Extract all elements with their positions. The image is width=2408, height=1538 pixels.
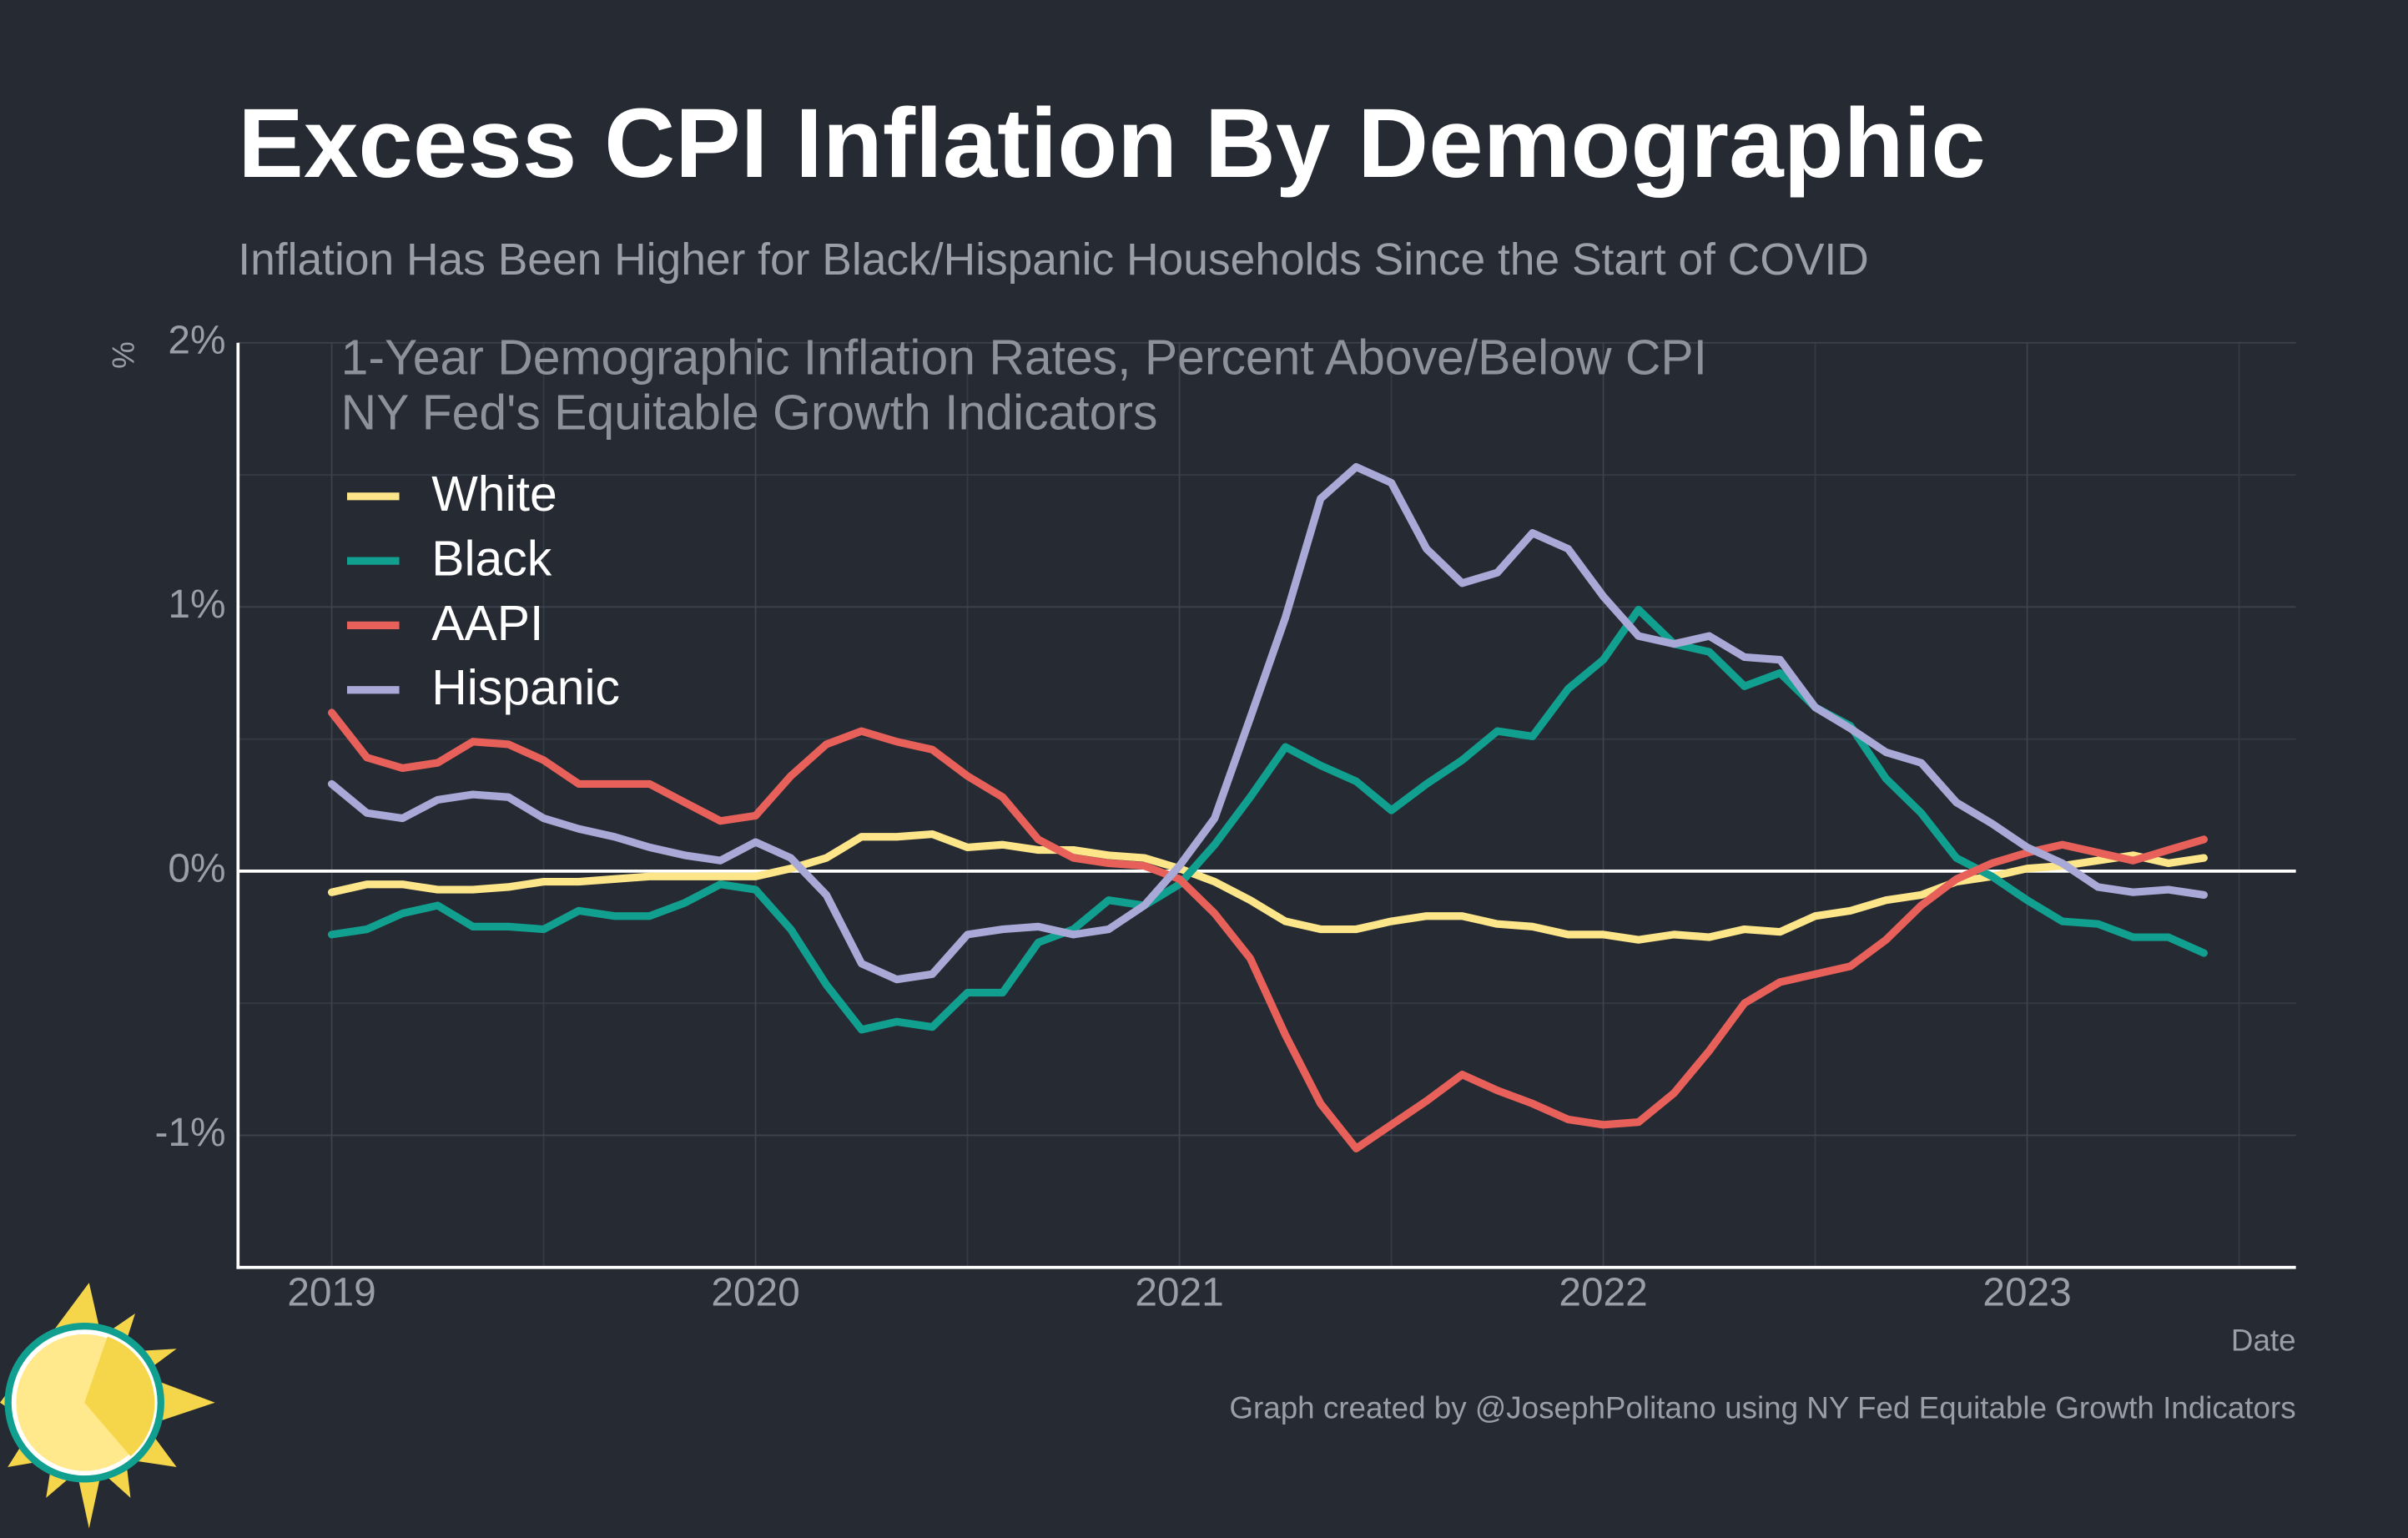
annotation: 1-Year Demographic Inflation Rates, Perc… — [341, 330, 1707, 385]
plot — [238, 462, 2296, 1152]
legend-label: White — [431, 467, 557, 522]
x-axis-label: Date — [2231, 1324, 2296, 1358]
chart-subtitle: Inflation Has Been Higher for Black/Hisp… — [238, 235, 1869, 285]
x-tick-label: 2022 — [1559, 1271, 1647, 1315]
x-tick-label: 2019 — [287, 1271, 375, 1315]
y-tick-label: 1% — [168, 582, 225, 627]
logo — [0, 1283, 215, 1529]
chart-title: Excess CPI Inflation By Demographic — [238, 88, 1985, 198]
legend-label: AAPI — [431, 597, 543, 651]
legend-label: Black — [431, 532, 552, 587]
y-tick-label: 0% — [168, 847, 225, 891]
y-axis-label: % — [107, 341, 141, 369]
series-line — [327, 830, 2209, 944]
annotation: NY Fed's Equitable Growth Indicators — [341, 386, 1158, 441]
series-line — [327, 605, 2209, 1034]
x-tick-label: 2020 — [711, 1271, 799, 1315]
x-tick-label: 2021 — [1135, 1271, 1223, 1315]
series-line — [327, 462, 2209, 984]
y-tick-label: -1% — [154, 1111, 225, 1155]
caption: Graph created by @JosephPolitano using N… — [1229, 1391, 2295, 1425]
y-tick-label: 2% — [168, 318, 225, 362]
legend-label: Hispanic — [431, 661, 620, 715]
x-tick-label: 2023 — [1982, 1271, 2071, 1315]
series-line — [327, 708, 2209, 1152]
